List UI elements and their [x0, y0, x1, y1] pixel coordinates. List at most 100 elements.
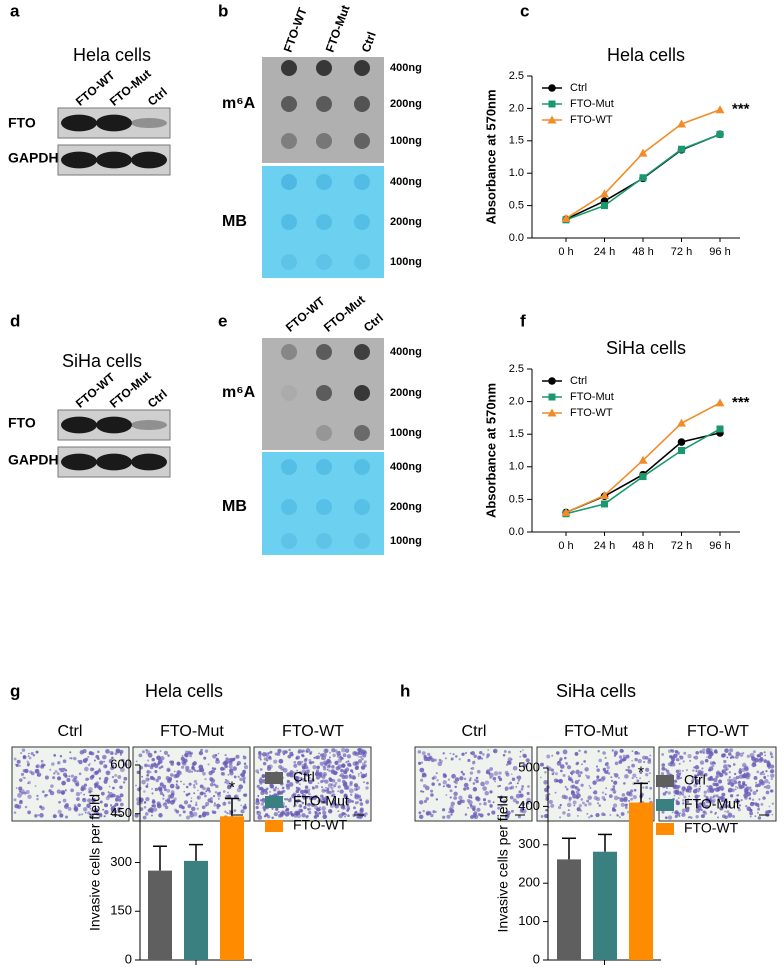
cell — [587, 795, 592, 800]
cell — [198, 751, 204, 756]
panel-letter: e — [218, 311, 227, 330]
cell — [259, 781, 263, 785]
cell — [356, 765, 359, 769]
cell — [614, 752, 618, 756]
cell — [562, 811, 566, 815]
cell — [667, 749, 672, 753]
cell — [363, 814, 367, 818]
cell — [749, 752, 755, 758]
cell — [499, 799, 503, 803]
cell — [732, 756, 735, 759]
cell — [706, 788, 712, 793]
cell — [720, 799, 724, 803]
cell — [144, 763, 148, 768]
cell — [351, 775, 356, 780]
marker — [600, 490, 609, 499]
cell — [709, 775, 713, 780]
cell — [442, 752, 445, 755]
cell — [618, 760, 623, 764]
bar — [184, 860, 208, 960]
amount-label: 200ng — [390, 501, 422, 513]
cell — [287, 811, 290, 814]
blot-band — [131, 453, 167, 471]
cell — [521, 802, 525, 806]
cell — [752, 791, 757, 795]
cell — [551, 772, 555, 776]
cell — [85, 777, 89, 781]
cell — [703, 811, 708, 815]
cell — [756, 770, 760, 774]
cell — [752, 750, 756, 754]
cell — [682, 793, 684, 796]
cell — [674, 749, 679, 754]
bar — [220, 816, 244, 960]
cell — [502, 753, 506, 757]
marker — [677, 119, 686, 128]
y-axis-label: Absorbance at 570nm — [483, 383, 498, 518]
bar — [148, 870, 172, 960]
cell — [757, 755, 760, 758]
cell — [497, 785, 500, 788]
cell — [291, 793, 296, 799]
cell — [173, 770, 176, 773]
cell — [219, 804, 221, 807]
cell — [498, 771, 502, 775]
cell — [123, 762, 128, 766]
dot — [354, 499, 370, 515]
cell — [360, 765, 366, 770]
cell — [162, 794, 165, 797]
cell — [714, 749, 717, 752]
cell — [607, 772, 611, 775]
cell — [145, 748, 148, 752]
cell — [20, 772, 25, 776]
cell — [602, 751, 606, 755]
cell — [91, 801, 95, 804]
cell — [734, 755, 739, 759]
dot — [354, 425, 370, 441]
cell — [166, 788, 171, 793]
cell — [675, 769, 680, 774]
cell — [363, 781, 365, 784]
cell — [420, 761, 424, 765]
dot — [316, 499, 332, 515]
cell — [481, 757, 484, 760]
cell — [614, 761, 619, 766]
cell — [142, 815, 147, 820]
cell — [308, 776, 311, 780]
cell — [188, 752, 191, 755]
cell — [22, 755, 26, 759]
panel-letter: f — [520, 311, 526, 330]
cell — [764, 754, 767, 757]
cell — [82, 807, 88, 812]
cell — [105, 770, 111, 776]
cell — [770, 789, 774, 793]
cell — [476, 769, 481, 774]
cell — [158, 788, 163, 792]
cell — [697, 790, 700, 793]
cell — [606, 761, 609, 765]
dot — [354, 459, 370, 475]
cell — [473, 814, 479, 820]
cell — [40, 764, 45, 769]
cell — [580, 783, 584, 787]
cell — [107, 791, 110, 794]
cell — [217, 752, 220, 755]
cell — [345, 784, 348, 787]
cell — [151, 792, 154, 795]
cell — [671, 811, 674, 814]
cell — [230, 757, 235, 762]
cell — [61, 780, 66, 786]
cell — [742, 751, 745, 754]
cell — [679, 776, 683, 780]
cell — [418, 811, 422, 815]
cell — [757, 807, 761, 811]
cell — [745, 805, 748, 808]
cell — [353, 806, 356, 810]
cell — [694, 755, 699, 760]
cell — [284, 805, 288, 808]
cell — [141, 775, 144, 778]
cell — [522, 763, 527, 768]
cell — [757, 816, 762, 820]
marker — [678, 145, 685, 153]
cell — [26, 763, 30, 767]
